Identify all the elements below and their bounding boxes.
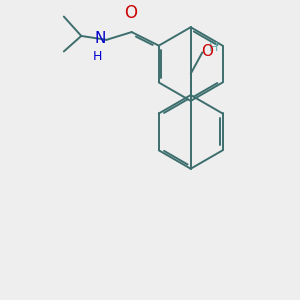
Text: O: O [201,44,213,59]
Text: O: O [124,4,137,22]
Text: H: H [209,40,218,54]
Text: N: N [94,32,106,46]
Text: H: H [93,50,103,62]
